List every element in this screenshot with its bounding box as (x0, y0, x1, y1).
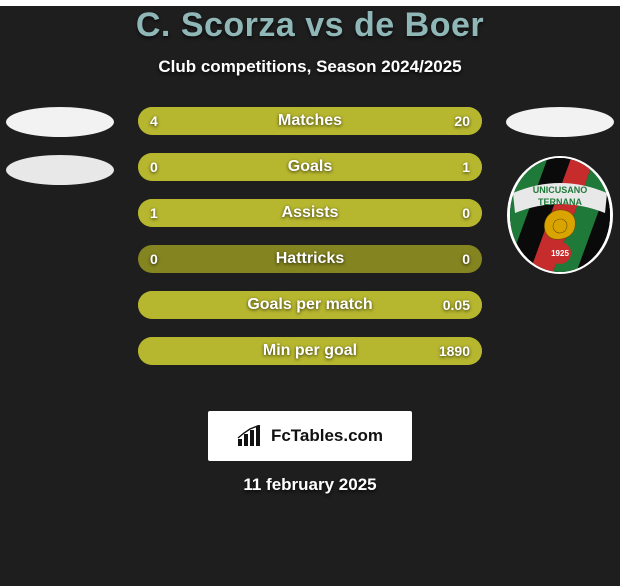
stat-label: Hattricks (138, 250, 482, 268)
page-title: C. Scorza vs de Boer (0, 6, 620, 45)
stat-value-left: 1 (150, 205, 158, 221)
comparison-arena: Matches420Goals01Assists10Hattricks00Goa… (0, 107, 620, 387)
stat-value-right: 0 (462, 251, 470, 267)
club-crest: UNICUSANO TERNANA 1925 (505, 155, 615, 275)
bar-fill-right (138, 337, 482, 365)
bar-fill-left (138, 107, 195, 135)
player-right-column: UNICUSANO TERNANA 1925 (500, 107, 620, 275)
stat-bar: Min per goal1890 (138, 337, 482, 365)
date-text: 11 february 2025 (0, 475, 620, 495)
crest-year: 1925 (551, 249, 569, 258)
player-left-placeholder-1 (6, 107, 114, 137)
crest-text-top: UNICUSANO (533, 185, 588, 195)
bar-fill-right (138, 291, 482, 319)
bar-fill-left (138, 199, 482, 227)
stat-value-right: 1 (462, 159, 470, 175)
player-right-placeholder-1 (506, 107, 614, 137)
bar-fill-right (195, 107, 482, 135)
bar-fill-right (138, 153, 482, 181)
stat-value-right: 0 (462, 205, 470, 221)
stat-bar: Goals01 (138, 153, 482, 181)
bar-chart-icon (237, 425, 265, 447)
branding-text: FcTables.com (271, 426, 383, 446)
player-left-placeholder-2 (6, 155, 114, 185)
stat-bars: Matches420Goals01Assists10Hattricks00Goa… (138, 107, 482, 365)
stat-bar: Hattricks0 0 (138, 245, 482, 273)
player-left-column (0, 107, 120, 185)
branding-badge: FcTables.com (208, 411, 412, 461)
stat-value-left: 0 (150, 251, 158, 267)
subtitle: Club competitions, Season 2024/2025 (0, 57, 620, 77)
stat-bar: Matches420 (138, 107, 482, 135)
crest-text-bottom: TERNANA (538, 197, 582, 207)
stat-value-left: 0 (150, 159, 158, 175)
stat-bar: Assists10 (138, 199, 482, 227)
stat-bar: Goals per match0.05 (138, 291, 482, 319)
crest-icon: UNICUSANO TERNANA 1925 (505, 155, 615, 275)
stat-value-right: 1890 (439, 343, 470, 359)
stat-value-right: 20 (454, 113, 470, 129)
stat-value-right: 0.05 (443, 297, 470, 313)
stat-value-left: 4 (150, 113, 158, 129)
